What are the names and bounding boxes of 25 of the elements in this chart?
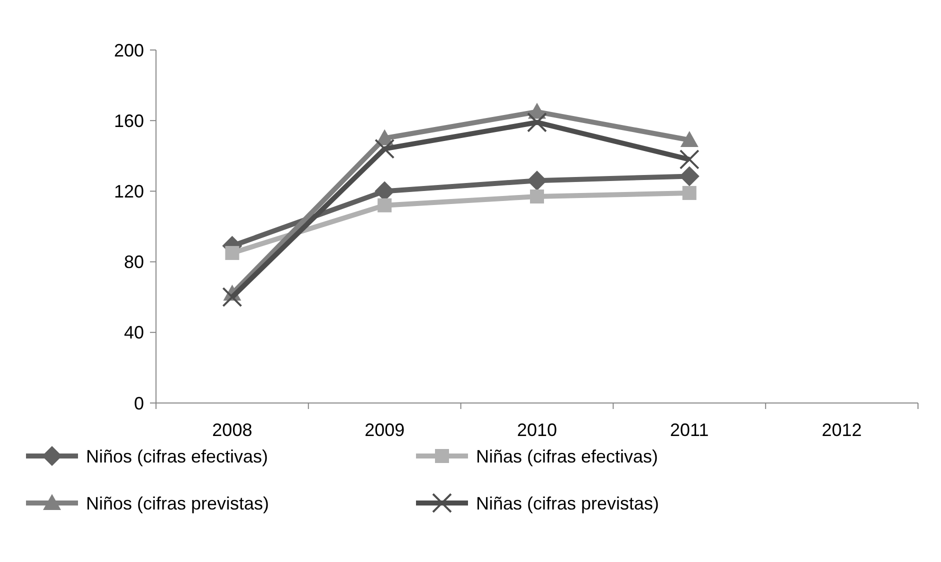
- legend-label: Niñas (cifras previstas): [476, 493, 660, 514]
- y-tick-label: 0: [134, 393, 144, 414]
- x-tick-label: 2011: [670, 420, 709, 440]
- point: [680, 131, 698, 148]
- x-tick-label: 2012: [822, 420, 862, 440]
- point: [527, 170, 547, 191]
- point: [374, 138, 395, 159]
- point: [530, 189, 544, 204]
- y-tick-label: 160: [114, 110, 144, 131]
- x-tick-label: 2009: [364, 420, 405, 440]
- point: [225, 246, 240, 260]
- legend-label: Niñas (cifras efectivas): [476, 446, 658, 466]
- legend-label: Niños (cifras previstas): [86, 493, 270, 514]
- y-tick-label: 200: [114, 40, 144, 60]
- point: [682, 186, 696, 200]
- x-tick-label: 2008: [212, 420, 252, 440]
- point: [679, 149, 700, 170]
- point: [222, 287, 242, 308]
- y-tick-label: 120: [114, 182, 144, 202]
- point: [527, 112, 547, 132]
- point: [378, 198, 392, 212]
- legend-label: Niños (cifras efectivas): [86, 446, 268, 466]
- x-tick-label: 2010: [516, 420, 558, 440]
- y-tick-label: 80: [124, 252, 144, 272]
- y-tick-label: 40: [124, 322, 144, 343]
